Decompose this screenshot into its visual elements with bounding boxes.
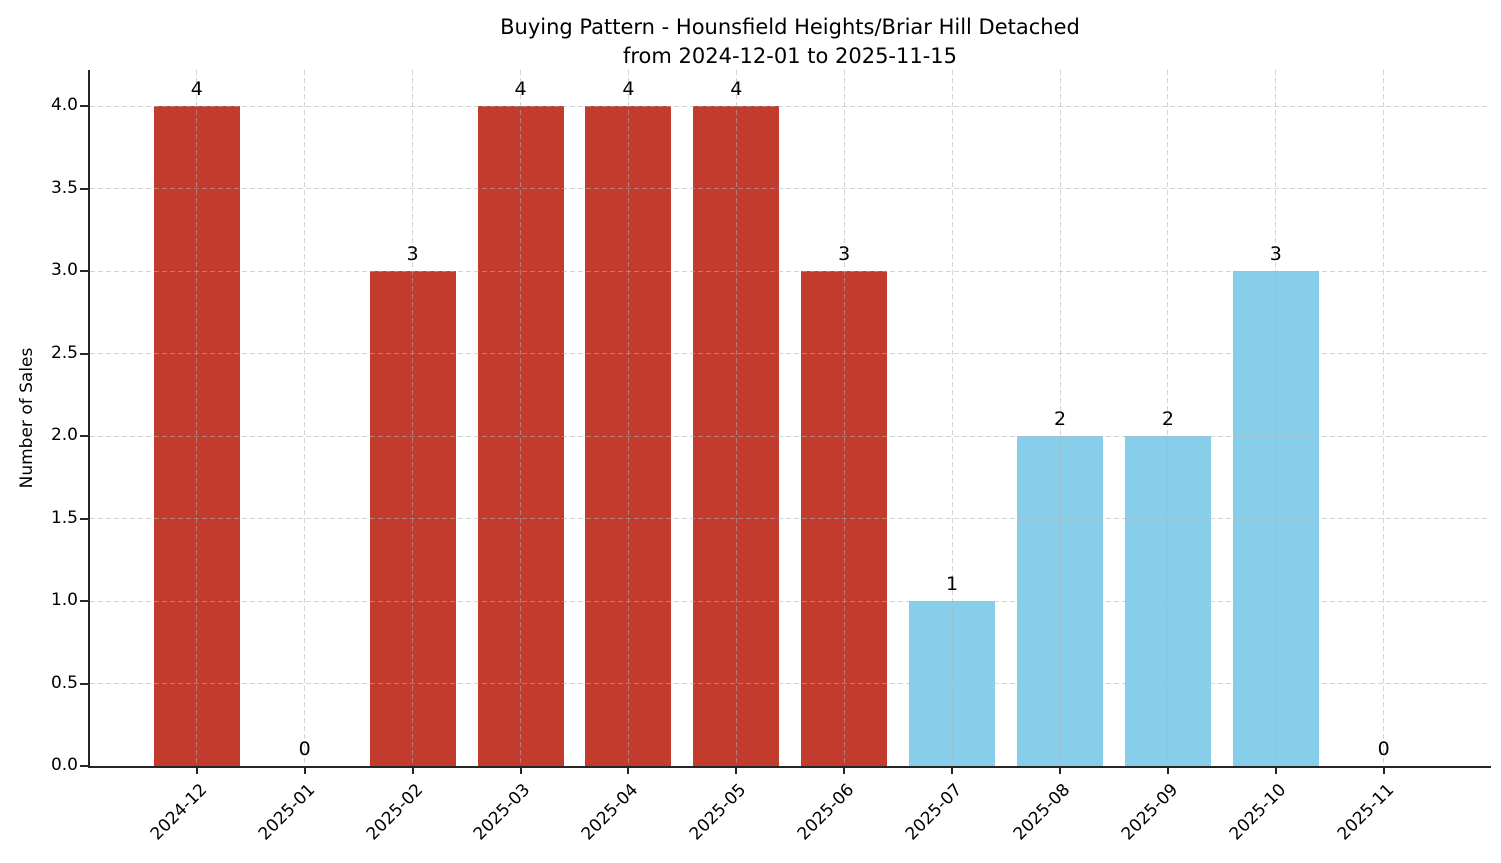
gridline-horizontal	[90, 188, 1490, 189]
y-tick-mark	[80, 517, 88, 520]
gridline-vertical	[520, 70, 521, 766]
gridline-horizontal	[90, 270, 1490, 272]
x-tick-mark	[195, 766, 198, 774]
gridline-vertical	[304, 70, 306, 766]
y-tick-label: 4.0	[50, 95, 78, 115]
x-tick-mark	[519, 766, 522, 774]
gridline-vertical	[1275, 70, 1277, 766]
x-tick-label: 2025-10	[1225, 780, 1290, 845]
x-tick-label: 2025-11	[1333, 780, 1398, 845]
bar-value-label: 3	[838, 243, 851, 265]
y-tick-mark	[80, 682, 88, 685]
bar-value-label: 0	[1377, 738, 1390, 760]
y-tick-mark	[80, 187, 88, 190]
x-tick-label: 2025-07	[901, 780, 967, 845]
y-tick-label: 0.5	[50, 672, 78, 693]
gridline-horizontal	[90, 600, 1490, 602]
x-tick-mark	[411, 766, 414, 774]
bar-value-label: 4	[730, 78, 743, 100]
bar-value-label: 1	[946, 573, 959, 595]
x-tick-mark	[951, 766, 954, 774]
gridline-horizontal	[90, 105, 1490, 107]
x-tick-label: 2025-05	[686, 780, 751, 845]
y-tick-mark	[80, 600, 88, 602]
x-tick-mark	[735, 766, 738, 774]
gridline-horizontal	[90, 353, 1490, 354]
bar-value-label: 0	[298, 738, 311, 760]
gridline-horizontal	[90, 435, 1490, 437]
x-tick-label: 2025-06	[793, 780, 859, 845]
gridline-vertical	[1383, 70, 1385, 766]
x-tick-label: 2025-03	[470, 780, 535, 845]
y-axis-spine	[88, 70, 90, 768]
y-tick-label: 1.0	[50, 590, 78, 610]
gridline-vertical	[951, 70, 953, 766]
gridline-vertical	[735, 70, 737, 766]
chart-title-line2: from 2024-12-01 to 2025-11-15	[622, 44, 958, 68]
y-tick-mark	[80, 105, 88, 107]
y-tick-label: 3.0	[50, 260, 78, 280]
y-tick-mark	[80, 765, 88, 767]
bar-value-label: 3	[1269, 243, 1282, 265]
y-tick-label: 1.5	[50, 507, 78, 528]
x-tick-label: 2025-04	[578, 780, 643, 845]
bar-value-label: 4	[190, 78, 203, 100]
bar-value-label: 2	[1161, 408, 1174, 430]
gridline-vertical	[843, 70, 845, 766]
x-tick-mark	[1166, 766, 1169, 774]
x-tick-mark	[1274, 766, 1277, 774]
gridline-vertical	[196, 70, 198, 766]
x-tick-label: 2025-08	[1009, 780, 1075, 845]
y-tick-mark	[80, 270, 88, 272]
y-tick-label: 2.5	[50, 342, 78, 363]
y-axis-label: Number of Sales	[17, 347, 37, 489]
x-tick-label: 2025-09	[1117, 780, 1183, 845]
x-tick-label: 2024-12	[146, 780, 211, 845]
gridline-vertical	[627, 70, 629, 766]
x-tick-mark	[627, 766, 630, 774]
x-tick-mark	[303, 766, 306, 774]
bar-value-label: 3	[406, 243, 419, 265]
gridline-horizontal	[90, 518, 1490, 519]
chart-title-line1: Buying Pattern - Hounsfield Heights/Bria…	[500, 15, 1080, 39]
y-tick-mark	[80, 435, 88, 437]
x-tick-label: 2025-01	[254, 780, 319, 845]
bar-value-label: 2	[1053, 408, 1067, 430]
x-axis-spine	[88, 766, 1491, 768]
y-tick-mark	[80, 352, 88, 355]
x-tick-mark	[1059, 766, 1061, 774]
y-tick-label: 3.5	[50, 177, 78, 198]
gridline-vertical	[1167, 70, 1169, 766]
gridline-horizontal	[90, 683, 1490, 684]
y-tick-label: 2.0	[50, 425, 78, 445]
bar-value-label: 4	[622, 78, 635, 100]
gridline-vertical	[1059, 70, 1061, 766]
y-tick-label: 0.0	[50, 755, 78, 775]
x-tick-label: 2025-02	[362, 780, 427, 845]
gridline-vertical	[412, 70, 414, 766]
chart-title: Buying Pattern - Hounsfield Heights/Bria…	[90, 13, 1490, 71]
x-tick-mark	[843, 766, 846, 774]
bar-value-label: 4	[514, 78, 527, 100]
x-tick-mark	[1382, 766, 1385, 774]
